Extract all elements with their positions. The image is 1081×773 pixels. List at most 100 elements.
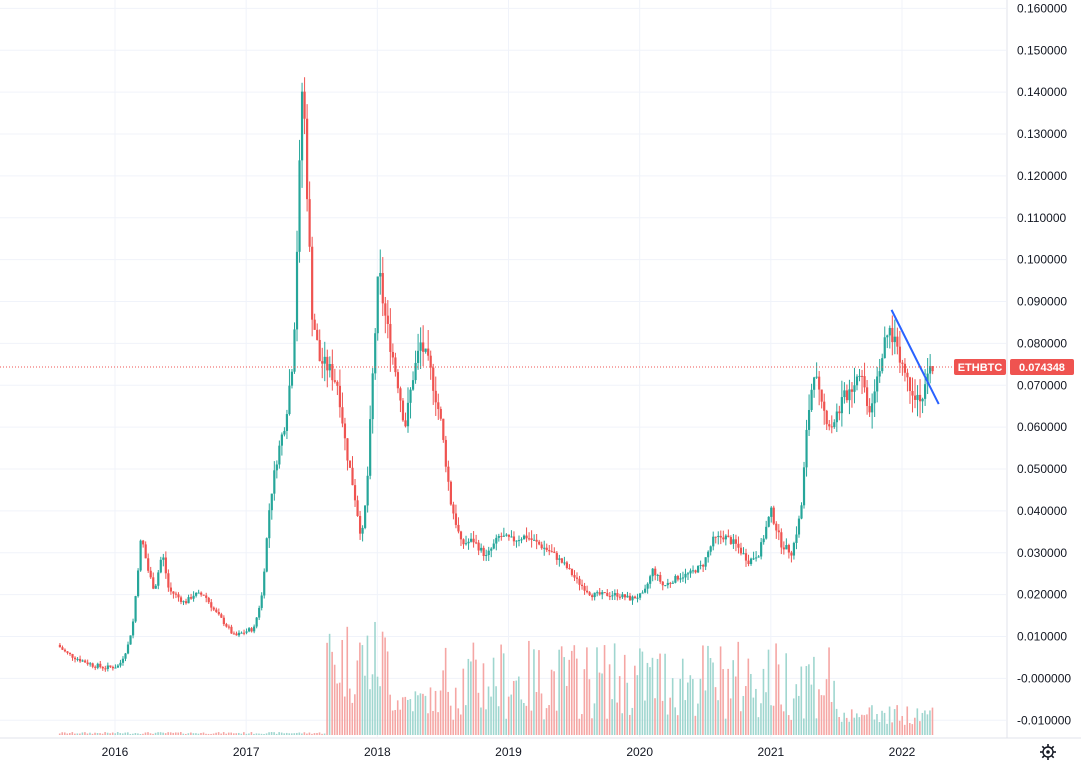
candle-body — [71, 654, 74, 658]
price-tick-label: 0.050000 — [1017, 462, 1067, 476]
candle-body — [76, 658, 79, 660]
candle-body — [638, 593, 642, 598]
candle-body — [679, 578, 682, 580]
price-tick-label: 0.160000 — [1017, 1, 1067, 15]
candle-body — [280, 434, 283, 446]
candle-body — [273, 470, 276, 494]
volume-bar — [825, 679, 828, 735]
price-axis[interactable]: 0.160000 0.150000 0.140000 0.130000 0.120000… — [1017, 1, 1071, 727]
volume-bar — [179, 732, 182, 735]
candle-body — [81, 660, 84, 662]
candle-body — [253, 626, 256, 632]
candle-body — [858, 375, 861, 377]
candle-body — [454, 513, 458, 525]
volume-bar — [878, 722, 881, 735]
gear-icon[interactable] — [1040, 744, 1056, 760]
candle-body — [348, 460, 352, 468]
volume-bar — [96, 733, 99, 735]
candle-body — [247, 628, 251, 632]
candle-body — [432, 367, 435, 391]
volume-bar — [550, 669, 553, 735]
candle-body — [184, 601, 188, 604]
volume-bar — [255, 733, 258, 735]
volume-bar — [477, 692, 480, 735]
volume-bar — [782, 711, 785, 735]
volume-bar — [573, 645, 576, 735]
candle-body — [411, 380, 415, 390]
candle-body — [580, 584, 584, 587]
candle-body — [757, 556, 760, 558]
volume-bar — [848, 721, 851, 735]
candle-body — [313, 319, 316, 330]
volume-bar — [881, 710, 883, 735]
candle-body — [346, 438, 349, 461]
candle-body — [328, 364, 331, 371]
candle-body — [109, 665, 112, 667]
volume-bar — [290, 733, 293, 735]
volume-bar — [490, 696, 492, 735]
volume-bar — [207, 733, 210, 735]
candle-body — [429, 355, 432, 368]
candle-body — [828, 424, 831, 427]
volume-bar — [608, 664, 611, 735]
volume-bar — [530, 710, 533, 735]
volume-bar — [313, 733, 316, 735]
candle-body — [157, 572, 160, 586]
candle-body — [232, 633, 236, 635]
candle-body — [770, 507, 773, 517]
volume-bar — [447, 691, 449, 735]
volume-bar — [442, 670, 444, 735]
volume-bar — [220, 733, 222, 735]
volume-bar — [689, 675, 692, 735]
symbol-tag-background — [954, 359, 1006, 376]
candle-body — [530, 538, 533, 540]
candle-body — [162, 557, 165, 560]
candle-body — [124, 653, 127, 659]
volume-bar — [797, 695, 800, 735]
candle-body — [929, 366, 932, 374]
candle-body — [911, 390, 914, 396]
candle-body — [727, 535, 730, 538]
volume-bar — [412, 711, 414, 735]
volume-bar — [288, 733, 291, 735]
volume-bar — [104, 732, 106, 735]
volume-bar — [578, 718, 581, 735]
candle-body — [868, 406, 871, 413]
volume-bar — [354, 694, 356, 735]
candle-body — [207, 597, 210, 603]
candle-body — [137, 570, 140, 597]
volume-bar — [263, 733, 265, 735]
candle-body — [275, 464, 278, 471]
candle-body — [893, 336, 896, 343]
candle-body — [646, 583, 649, 589]
volume-bar — [399, 709, 402, 735]
price-tick-label: 0.080000 — [1017, 336, 1067, 350]
volume-bar — [167, 732, 169, 735]
candle-body — [364, 505, 367, 528]
candle-body — [863, 376, 866, 388]
candle-body — [295, 251, 299, 330]
volume-bar — [765, 692, 767, 735]
candle-body — [189, 597, 193, 599]
volume-bar — [800, 666, 803, 735]
candle-body — [641, 592, 644, 594]
volume-bar — [227, 732, 230, 735]
candle-body — [601, 592, 604, 595]
volume-bars — [58, 621, 934, 735]
candle-body — [843, 390, 846, 398]
volume-bar — [818, 689, 820, 735]
candle-body — [772, 507, 775, 524]
candle-body — [399, 388, 402, 401]
candle-body — [61, 647, 64, 650]
candle-body — [633, 596, 637, 599]
candle-body — [802, 467, 806, 506]
price-tick-label: 0.070000 — [1017, 378, 1067, 392]
volume-bar — [414, 691, 417, 735]
volume-bar — [129, 733, 132, 735]
volume-bar — [919, 721, 921, 735]
candle-body — [855, 376, 859, 386]
volume-bar — [260, 733, 263, 735]
time-axis[interactable]: 2016 2017 2018 2019 2020 2021 2022 — [102, 745, 916, 759]
candle-body — [167, 573, 170, 588]
